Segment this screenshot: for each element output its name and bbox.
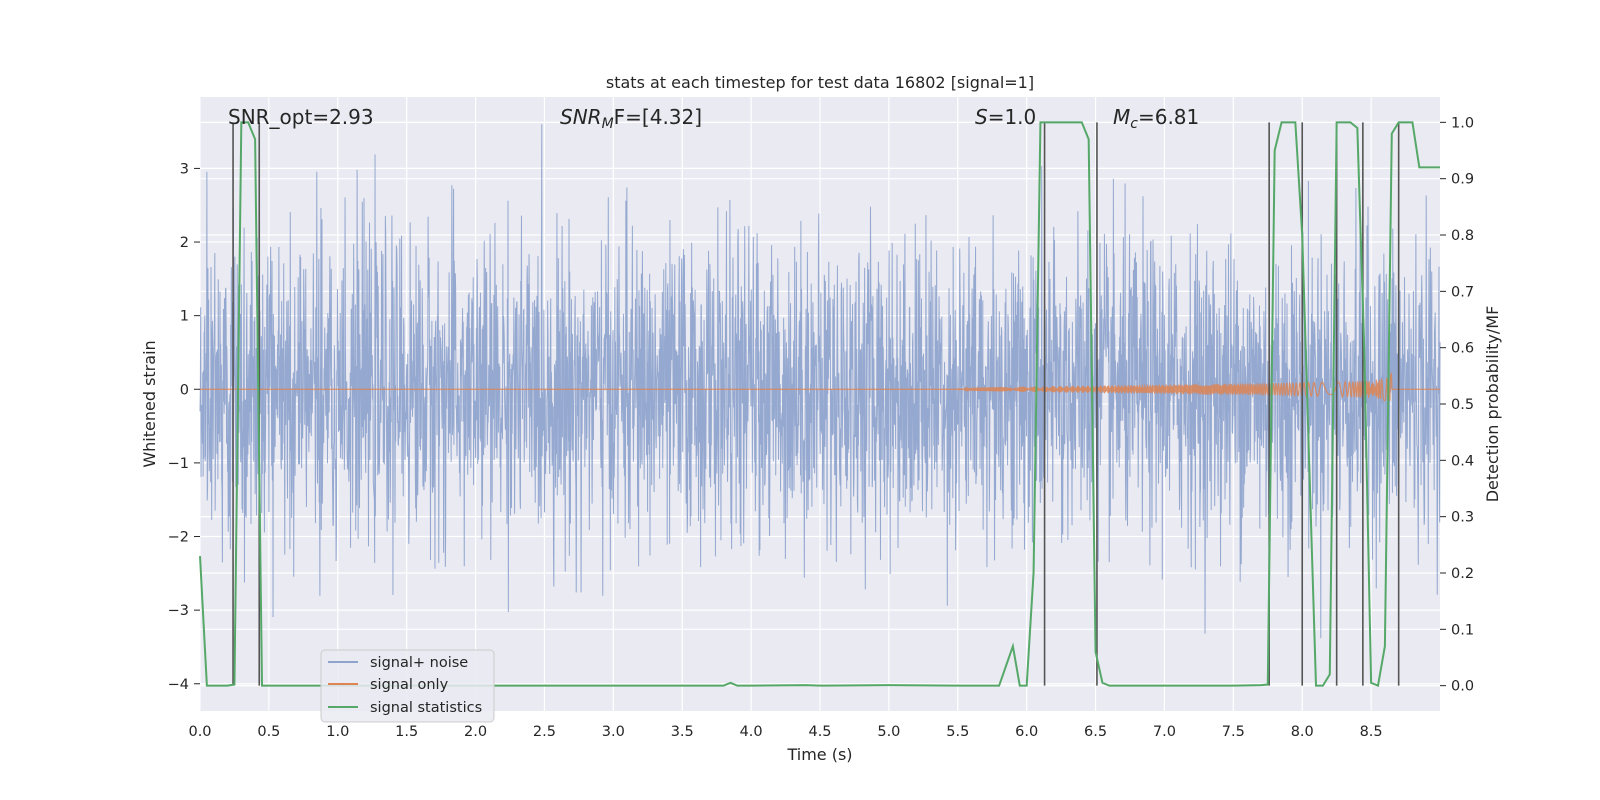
x-tick-label: 1.5 [395,724,418,740]
annotation-s-main: S [975,105,988,129]
annotation-mc-main: M [1113,105,1130,129]
right-y-axis-title: Detection probability/MF [1483,306,1502,503]
annotation-snr-mf-sub: M [602,116,614,132]
left-y-tick-label: 2 [180,235,189,251]
x-tick-label: 0.5 [257,724,280,740]
x-tick-label: 5.5 [946,724,969,740]
right-y-tick-label: 0.3 [1451,510,1474,526]
signal-statistics-line [199,121,1440,688]
x-tick-label: 1.0 [326,724,349,740]
x-tick-label: 3.0 [602,724,625,740]
left-y-axis-title: Whitened strain [140,340,159,467]
right-y-tick-label: 0.4 [1451,453,1474,469]
x-tick-label: 2.0 [464,724,487,740]
annotation-mc-value: =6.81 [1138,105,1199,129]
annotation-mc-sub: c [1130,116,1138,132]
signal-noise-line [199,124,1441,639]
signal-only-series [200,372,1440,402]
left-y-tick-label: 0 [180,382,189,398]
right-y-tick-label: 1.0 [1451,115,1474,131]
x-tick-label: 6.5 [1084,724,1107,740]
right-y-axis-ticks: 0.0 0.1 0.2 0.3 0.4 0.5 0.6 0.7 0.8 0.9 1.0 [1440,115,1474,695]
vertical-markers [232,122,1400,686]
left-y-tick-label: −2 [168,530,189,546]
x-tick-label: 8.0 [1291,724,1314,740]
x-tick-label: 7.5 [1222,724,1245,740]
left-y-tick-label: −1 [168,456,189,472]
annotation-snr-mf-main: SNR [560,105,602,129]
chart-title: stats at each timestep for test data 168… [606,73,1034,92]
signal-noise-series [199,124,1441,639]
right-y-tick-label: 0.1 [1451,622,1474,638]
annotation-snr-mf: SNRMF=[4.32] [560,105,702,132]
annotation-s-value: =1.0 [988,105,1037,129]
right-y-tick-label: 0.2 [1451,566,1474,582]
signal-statistics-series [199,121,1440,688]
right-y-tick-label: 0.6 [1451,341,1474,357]
x-tick-label: 6.0 [1015,724,1038,740]
signal-only-line [200,372,1440,402]
left-y-tick-label: 1 [180,309,189,325]
right-y-tick-label: 0.9 [1451,172,1474,188]
left-y-axis-ticks: −4 −3 −2 −1 0 1 2 3 [168,161,200,693]
x-tick-label: 7.0 [1153,724,1176,740]
annotation-mc: Mc=6.81 [1113,105,1199,132]
x-tick-label: 0.0 [188,724,211,740]
left-y-tick-label: −4 [168,677,189,693]
legend-label-signal-noise: signal+ noise [370,655,468,671]
annotation-snr-mf-tail: F=[4.32] [614,105,702,129]
x-tick-label: 2.5 [533,724,556,740]
legend: signal+ noise signal only signal statist… [320,649,495,723]
legend-label-signal-only: signal only [370,677,449,693]
legend-box [320,649,495,723]
x-tick-label: 5.0 [877,724,900,740]
x-tick-label: 4.5 [808,724,831,740]
left-y-tick-label: −3 [168,603,189,619]
x-tick-label: 8.5 [1360,724,1383,740]
x-axis-ticks: 0.0 0.5 1.0 1.5 2.0 2.5 3.0 3.5 4.0 4.5 5.0 5.5 6.0 6… [188,724,1382,740]
left-y-tick-label: 3 [180,161,189,177]
right-y-tick-label: 0.8 [1451,228,1474,244]
annotation-s: S=1.0 [975,105,1036,129]
legend-label-signal-statistics: signal statistics [370,700,482,716]
x-tick-label: 4.0 [740,724,763,740]
annotation-snr-opt: SNR_opt=2.93 [228,105,374,129]
right-y-tick-label: 0.5 [1451,397,1474,413]
x-tick-label: 3.5 [671,724,694,740]
x-axis-title: Time (s) [786,745,852,764]
right-y-tick-label: 0.0 [1451,679,1474,695]
right-y-tick-label: 0.7 [1451,284,1474,300]
